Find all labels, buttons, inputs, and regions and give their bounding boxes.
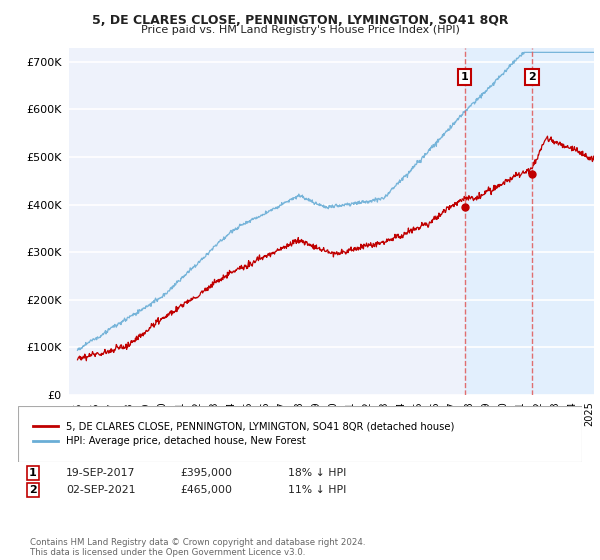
Text: 02-SEP-2021: 02-SEP-2021 — [66, 485, 136, 495]
Text: 1: 1 — [29, 468, 37, 478]
FancyBboxPatch shape — [18, 406, 582, 462]
Text: Contains HM Land Registry data © Crown copyright and database right 2024.
This d: Contains HM Land Registry data © Crown c… — [30, 538, 365, 557]
Text: 2: 2 — [528, 72, 536, 82]
Text: 18% ↓ HPI: 18% ↓ HPI — [288, 468, 346, 478]
Text: 1: 1 — [461, 72, 469, 82]
Text: 5, DE CLARES CLOSE, PENNINGTON, LYMINGTON, SO41 8QR: 5, DE CLARES CLOSE, PENNINGTON, LYMINGTO… — [92, 14, 508, 27]
Bar — [465, 48, 594, 395]
Text: £465,000: £465,000 — [180, 485, 232, 495]
Legend: 5, DE CLARES CLOSE, PENNINGTON, LYMINGTON, SO41 8QR (detached house), HPI: Avera: 5, DE CLARES CLOSE, PENNINGTON, LYMINGTO… — [29, 418, 458, 450]
Text: Price paid vs. HM Land Registry's House Price Index (HPI): Price paid vs. HM Land Registry's House … — [140, 25, 460, 35]
Text: £395,000: £395,000 — [180, 468, 232, 478]
Text: 2: 2 — [29, 485, 37, 495]
Text: 11% ↓ HPI: 11% ↓ HPI — [288, 485, 346, 495]
Text: 19-SEP-2017: 19-SEP-2017 — [66, 468, 136, 478]
